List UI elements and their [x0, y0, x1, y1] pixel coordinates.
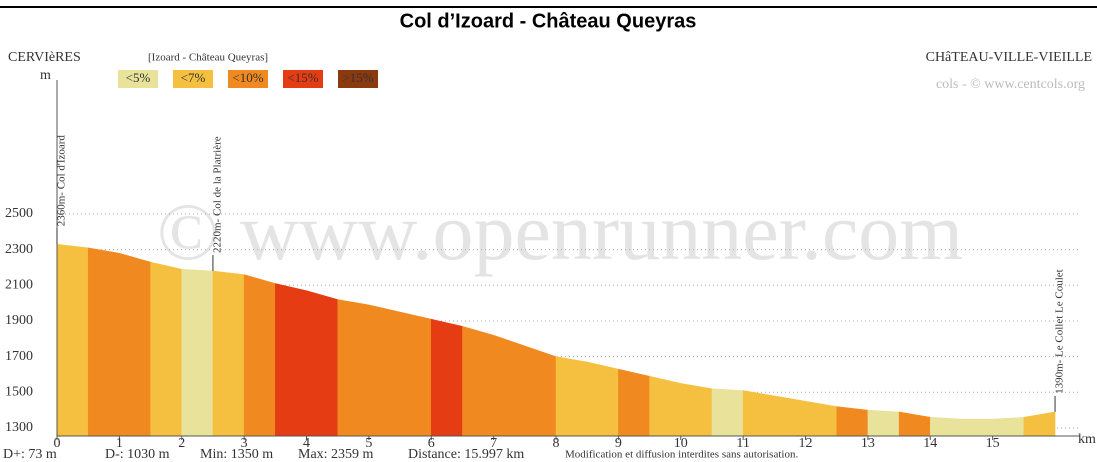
profile-segment: [618, 368, 650, 437]
profile-segment: [961, 418, 993, 437]
annotation-label: 2360m- Col d'Izoard: [56, 135, 68, 227]
x-tick-label: 3: [241, 436, 248, 451]
x-tick-label: 9: [615, 436, 622, 451]
profile-segment: [649, 375, 682, 437]
profile-segment: [742, 390, 775, 437]
profile-segment: [930, 417, 962, 437]
profile-segment: [431, 318, 463, 437]
x-tick-label: 10: [674, 436, 688, 451]
profile-segment: [555, 356, 588, 437]
profile-segment: [56, 243, 89, 437]
x-tick-label: 4: [303, 436, 310, 451]
x-tick-label: 2: [178, 436, 185, 451]
end-label: CHâTEAU-VILLE-VIEILLE: [926, 50, 1092, 65]
profile-segment: [119, 252, 151, 437]
profile-segment: [493, 334, 526, 437]
legend-swatch: [118, 70, 158, 88]
chart-title: Col d’Izoard - Château Queyras: [400, 10, 697, 32]
x-axis-label: km: [1078, 432, 1096, 447]
profile-segment: [150, 261, 183, 437]
y-axis-label: m: [40, 68, 51, 83]
x-tick-label: 12: [799, 436, 813, 451]
profile-segment: [805, 400, 837, 437]
legend-label: <7%: [181, 70, 206, 85]
profile-segment: [836, 406, 869, 437]
start-label: CERVIèRES: [8, 50, 81, 65]
profile-segment: [275, 283, 307, 437]
x-tick-label: 15: [986, 436, 1000, 451]
stat: Distance: 15.997 km: [408, 447, 524, 462]
y-tick-label: 1300: [5, 420, 33, 435]
profile-segment: [212, 270, 245, 437]
y-tick-label: 1500: [5, 385, 33, 400]
profile-segment: [368, 304, 401, 437]
stat: D+: 73 m: [3, 447, 57, 462]
stat: Max: 2359 m: [298, 447, 374, 462]
legend-label: >15%: [342, 70, 373, 85]
stat: Min: 1350 m: [200, 447, 273, 462]
legend-label: <15%: [287, 70, 318, 85]
route-label: [Izoard - Château Queyras]: [148, 52, 268, 64]
profile-segment: [524, 345, 557, 437]
y-tick-label: 2300: [5, 242, 33, 257]
legend-label: <10%: [232, 70, 263, 85]
annotation-label: 1390m- Le Collet Le Coulet: [1054, 269, 1066, 394]
legend-swatch: [173, 70, 213, 88]
profile-segment: [680, 383, 713, 437]
x-tick-label: 6: [428, 436, 435, 451]
legend-swatch: [338, 70, 378, 88]
x-tick-label: 0: [54, 436, 61, 451]
y-tick-label: 2100: [5, 278, 33, 293]
x-tick-label: 13: [861, 436, 875, 451]
x-tick-label: 8: [553, 436, 560, 451]
legend-swatch: [283, 70, 323, 88]
y-tick-label: 2500: [5, 206, 33, 221]
profile-segment: [87, 247, 120, 437]
stat: D-: 1030 m: [105, 447, 170, 462]
legend-label: <5%: [126, 70, 151, 85]
x-tick-label: 1: [116, 436, 123, 451]
credit: cols - © www.centcols.org: [936, 77, 1085, 92]
y-tick-label: 1700: [5, 349, 33, 364]
x-tick-label: 11: [736, 436, 749, 451]
stat: Modification et diffusion interdites san…: [565, 449, 798, 461]
profile-segment: [711, 388, 744, 437]
profile-segment: [1023, 411, 1056, 437]
profile-segment: [586, 361, 619, 437]
profile-segment: [867, 409, 900, 437]
x-tick-label: 5: [365, 436, 372, 451]
profile-segment: [306, 290, 338, 437]
profile-segment: [774, 395, 806, 437]
profile-segment: [992, 417, 1025, 437]
annotation-label: 2220m- Col de la Platrière: [211, 136, 223, 253]
y-tick-label: 1900: [5, 313, 33, 328]
profile-segment: [898, 411, 931, 437]
profile-segment: [462, 325, 494, 437]
x-tick-label: 14: [923, 436, 937, 451]
legend-swatch: [228, 70, 268, 88]
profile-segment: [337, 299, 370, 437]
profile-segment: [399, 311, 432, 437]
profile-segment: [181, 268, 214, 437]
watermark: © www.openrunner.com: [157, 186, 963, 277]
x-tick-label: 7: [490, 436, 497, 451]
profile-segment: [243, 274, 276, 437]
